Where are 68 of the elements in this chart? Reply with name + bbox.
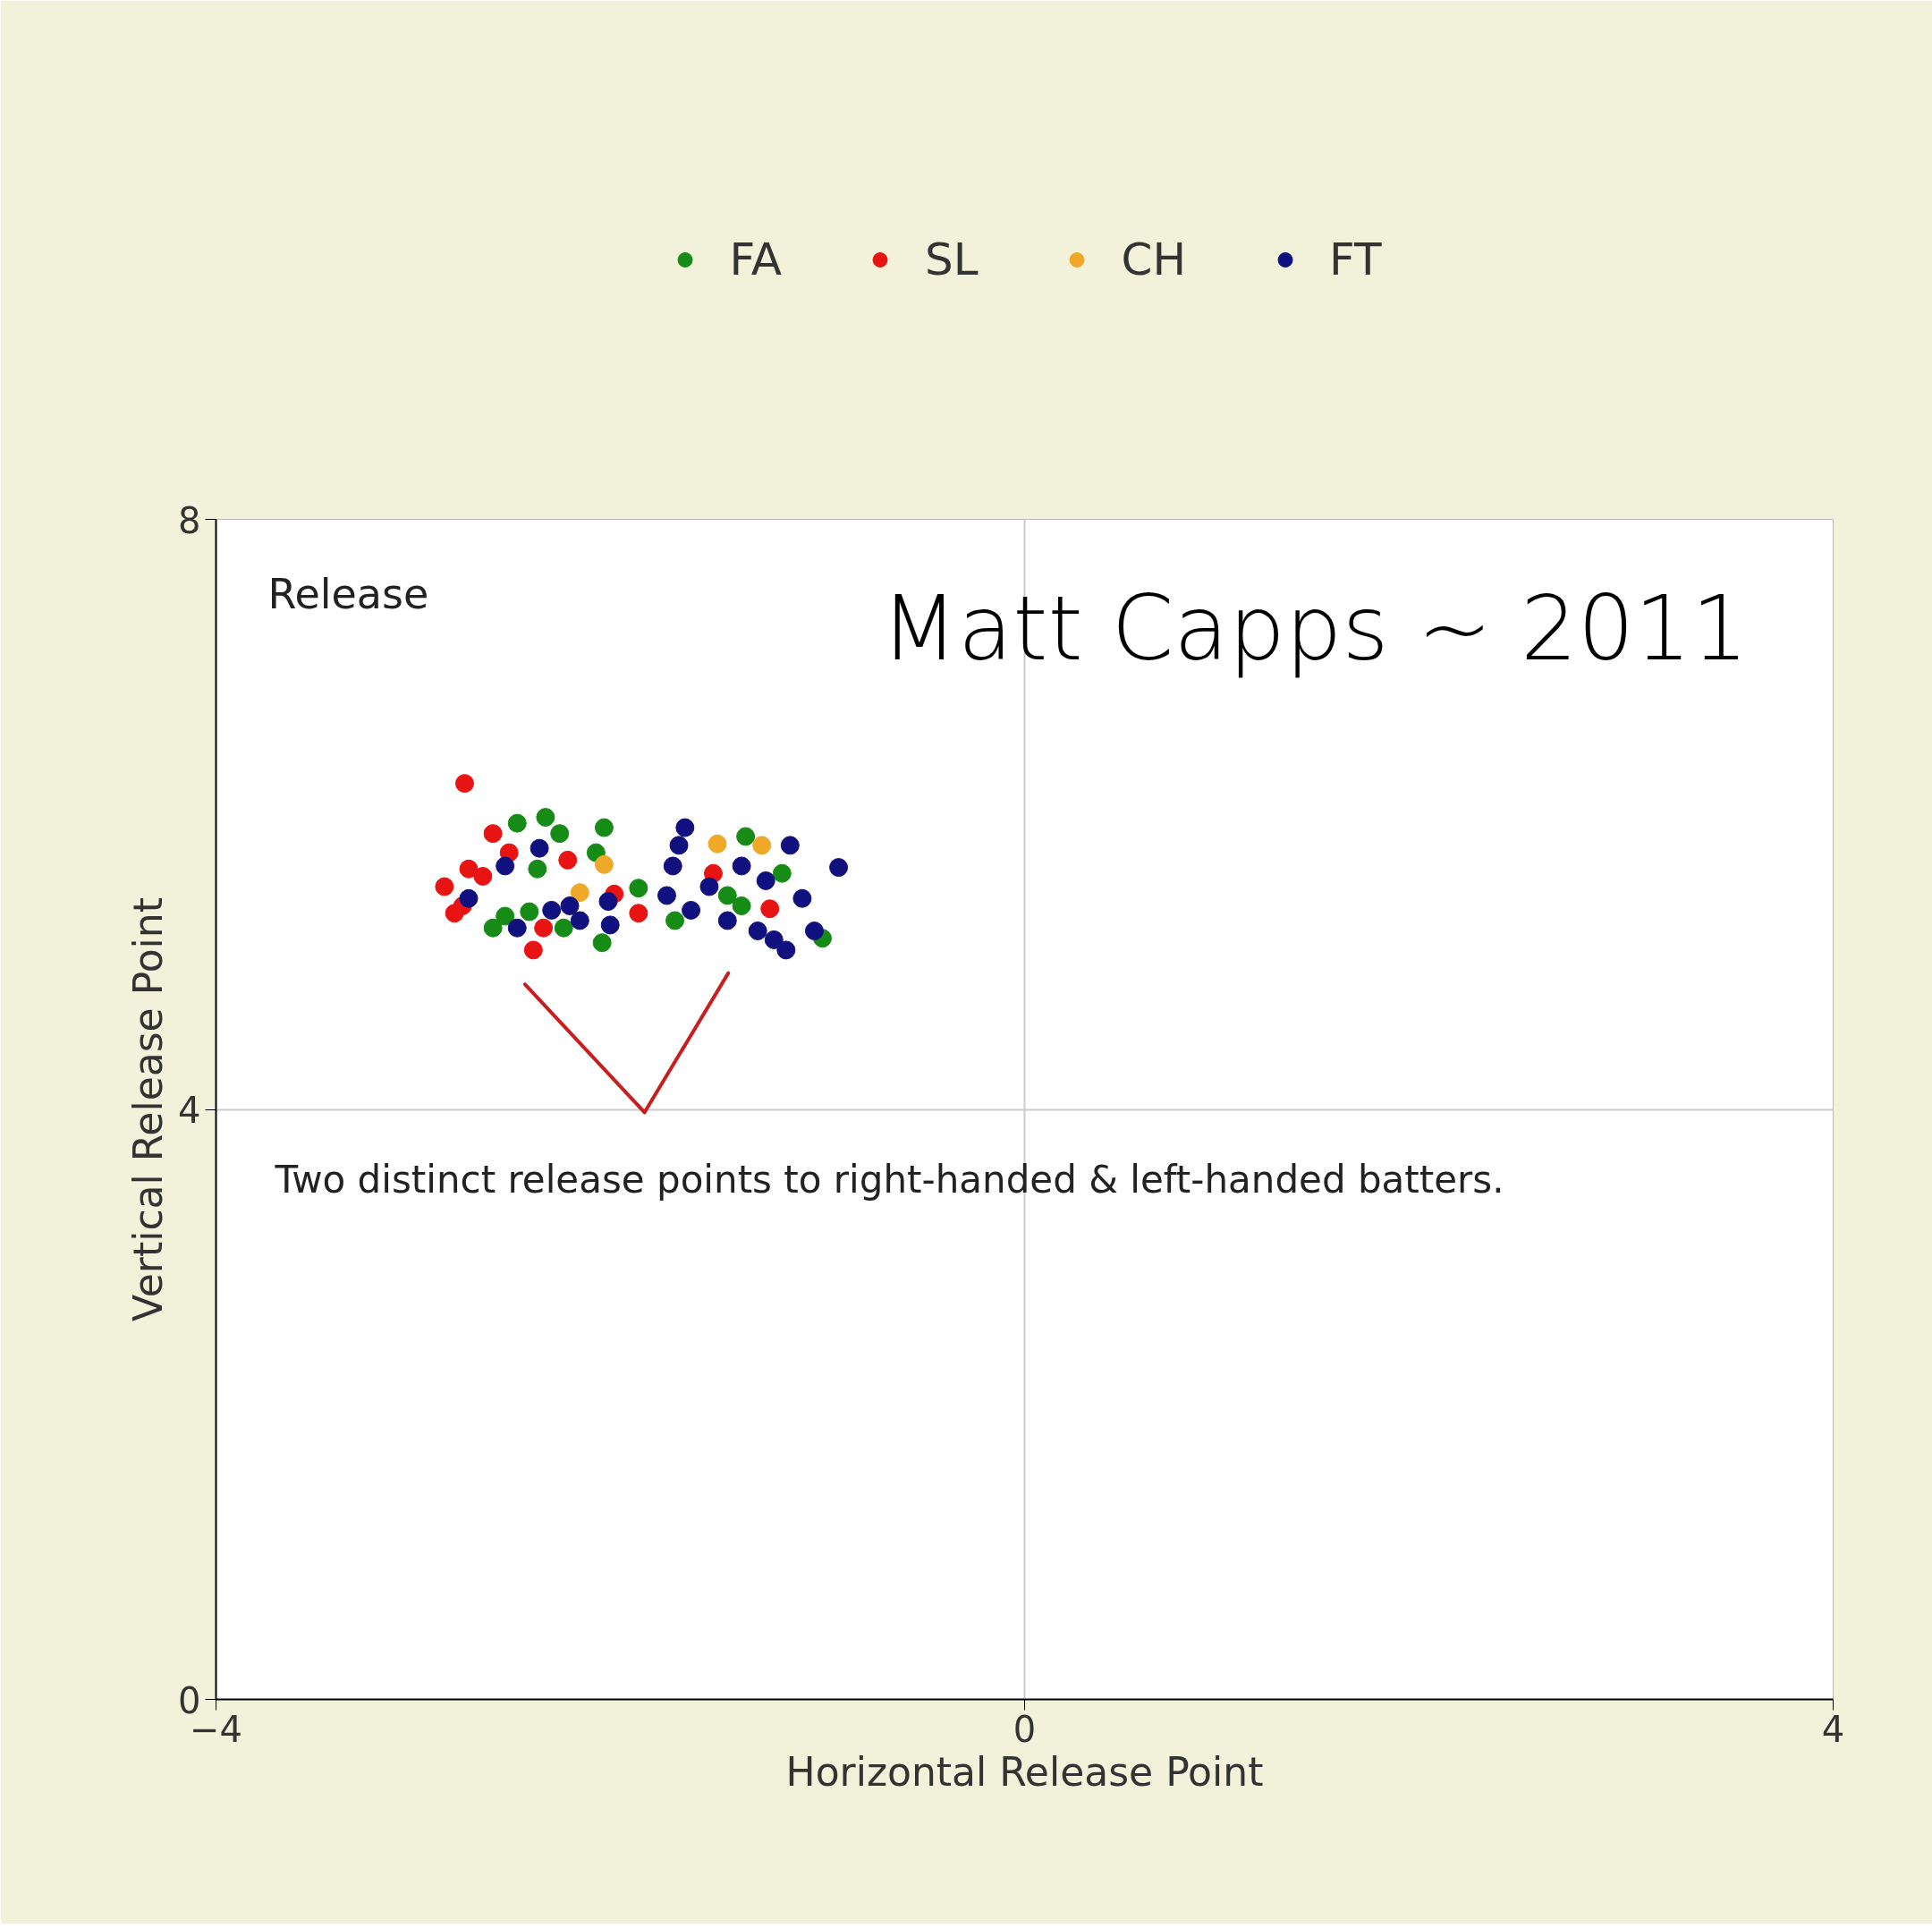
legend-label: FT: [1329, 234, 1382, 285]
point: [435, 877, 454, 896]
point: [760, 899, 780, 919]
point: [675, 818, 695, 837]
point: [804, 922, 824, 940]
point: [776, 940, 796, 960]
point: [530, 838, 549, 858]
point: [657, 886, 676, 905]
point: [507, 918, 527, 938]
point: [459, 888, 479, 908]
point: [459, 859, 479, 879]
y-tick-label: 8: [178, 499, 201, 541]
point: [732, 856, 751, 876]
point: [473, 867, 493, 886]
point: [536, 808, 555, 828]
text: Matt Capps ~ 2011: [880, 575, 1749, 681]
x-tick-label: 4: [1821, 1708, 1845, 1750]
point: [780, 836, 800, 855]
point: [792, 888, 812, 908]
x-axis-title: Horizontal Release Point: [785, 1748, 1264, 1795]
annotation: Two distinct release points to right-handed & left-handed batters.: [274, 1158, 1504, 1202]
legend-label: FA: [729, 234, 782, 285]
point: [496, 856, 515, 876]
point: [829, 858, 849, 878]
point: [554, 918, 573, 938]
point: [629, 879, 648, 898]
point: [507, 813, 527, 833]
point: [756, 871, 775, 890]
point: [708, 834, 727, 854]
legend-label: CH: [1121, 234, 1187, 285]
point: [764, 930, 784, 949]
point: [736, 827, 756, 846]
point: [558, 850, 578, 870]
point: [665, 911, 685, 930]
y-axis-title: Vertical Release Point: [125, 897, 172, 1321]
y-tick-label: 4: [178, 1090, 201, 1131]
point: [629, 904, 648, 923]
point: [682, 900, 701, 920]
x-tick-label: 0: [1013, 1708, 1037, 1750]
point: [598, 892, 618, 912]
point: [496, 906, 515, 926]
point: [542, 900, 562, 920]
point: [534, 918, 554, 938]
text: Release: [267, 569, 429, 618]
point: [528, 859, 547, 879]
point: [772, 863, 792, 883]
point: [748, 922, 767, 940]
point: [600, 915, 620, 935]
point: [520, 902, 539, 922]
point: [560, 896, 580, 915]
point: [550, 824, 570, 844]
point: [699, 877, 719, 896]
point: [717, 886, 737, 905]
point: [663, 856, 682, 876]
point: [732, 896, 751, 915]
point: [454, 774, 474, 794]
point: [594, 818, 614, 837]
point: [483, 824, 503, 844]
point: [594, 854, 614, 874]
point: [717, 911, 737, 930]
point: [669, 836, 689, 855]
point: [570, 911, 589, 930]
point: [483, 918, 503, 938]
point: [570, 883, 589, 903]
legend-label: SL: [924, 234, 979, 285]
point: [752, 836, 772, 855]
point: [592, 933, 612, 953]
point: [523, 940, 543, 960]
